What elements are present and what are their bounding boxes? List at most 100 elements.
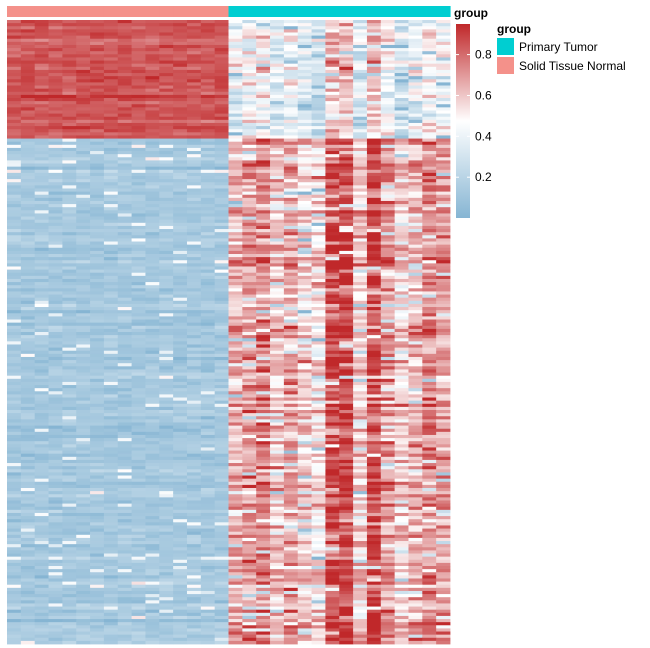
heatmap-cell: [408, 303, 423, 308]
heatmap-cell: [7, 73, 22, 77]
heatmap-cell: [159, 107, 174, 111]
heatmap-cell: [270, 20, 285, 24]
heatmap-cell: [256, 428, 271, 433]
heatmap-cell: [297, 344, 312, 348]
heatmap-cell: [408, 154, 423, 158]
heatmap-cell: [311, 107, 326, 111]
heatmap-cell: [228, 207, 243, 211]
heatmap-cell: [200, 459, 216, 464]
heatmap-cell: [422, 135, 437, 139]
heatmap-cell: [34, 119, 49, 124]
heatmap-cell: [20, 76, 36, 80]
heatmap-cell: [339, 232, 354, 236]
heatmap-cell: [76, 347, 91, 352]
heatmap-cell: [214, 113, 229, 118]
heatmap-cell: [76, 141, 91, 146]
heatmap-cell: [256, 76, 271, 80]
heatmap-cell: [7, 91, 22, 96]
heatmap-cell: [270, 29, 285, 33]
heatmap-cell: [283, 132, 299, 136]
heatmap-cell: [173, 325, 188, 330]
heatmap-cell: [62, 469, 77, 473]
heatmap-cell: [339, 438, 354, 442]
heatmap-cell: [297, 222, 312, 227]
heatmap-cell: [353, 403, 368, 408]
heatmap-cell: [62, 403, 77, 408]
heatmap-cell: [117, 194, 132, 199]
heatmap-cell: [380, 66, 396, 71]
heatmap-cell: [131, 73, 146, 77]
heatmap-cell: [117, 410, 132, 414]
heatmap-cell: [436, 219, 451, 224]
heatmap-cell: [242, 422, 257, 426]
heatmap-cell: [408, 48, 423, 52]
heatmap-cell: [145, 151, 160, 155]
heatmap-cell: [131, 466, 146, 470]
heatmap-cell: [214, 438, 229, 442]
heatmap-cell: [186, 129, 202, 133]
heatmap-cell: [339, 172, 354, 177]
heatmap-cell: [62, 478, 77, 483]
heatmap-cell: [422, 51, 437, 55]
heatmap-cell: [394, 303, 409, 308]
heatmap-cell: [242, 48, 257, 52]
heatmap-cell: [228, 344, 243, 348]
heatmap-cell: [408, 172, 423, 177]
heatmap-cell: [159, 98, 174, 102]
heatmap-cell: [325, 388, 340, 392]
heatmap-cell: [7, 182, 22, 186]
heatmap-cell: [20, 79, 36, 83]
heatmap-cell: [436, 294, 451, 299]
heatmap-cell: [34, 463, 49, 467]
heatmap-cell: [242, 425, 257, 430]
heatmap-cell: [353, 225, 368, 230]
heatmap-cell: [408, 478, 423, 483]
heatmap-cell: [20, 297, 36, 302]
heatmap-cell: [186, 66, 202, 71]
heatmap-cell: [34, 263, 49, 267]
heatmap-cell: [283, 23, 299, 27]
heatmap-cell: [159, 472, 174, 476]
heatmap-cell: [186, 266, 202, 270]
heatmap-cell: [7, 254, 22, 258]
heatmap-cell: [48, 129, 63, 133]
heatmap-cell: [90, 478, 105, 483]
heatmap-cell: [131, 425, 146, 430]
heatmap-cell: [186, 157, 202, 161]
heatmap-cell: [366, 57, 382, 61]
heatmap-cell: [297, 98, 312, 102]
heatmap-cell: [228, 82, 243, 86]
heatmap-cell: [380, 210, 396, 214]
heatmap-cell: [76, 44, 91, 49]
heatmap-cell: [145, 438, 160, 442]
heatmap-cell: [186, 472, 202, 476]
heatmap-cell: [103, 163, 119, 168]
heatmap-cell: [145, 463, 160, 467]
heatmap-cell: [408, 73, 423, 77]
heatmap-cell: [20, 54, 36, 58]
heatmap-cell: [173, 85, 188, 90]
heatmap-cell: [242, 172, 257, 177]
heatmap-cell: [200, 76, 216, 80]
heatmap-cell: [62, 360, 77, 364]
heatmap-cell: [103, 57, 119, 61]
heatmap-cell: [20, 272, 36, 277]
heatmap-cell: [131, 375, 146, 380]
heatmap-cell: [270, 428, 285, 433]
heatmap-cell: [90, 419, 105, 423]
heatmap-cell: [297, 238, 312, 242]
heatmap-cell: [394, 79, 409, 83]
heatmap-cell: [325, 122, 340, 127]
heatmap-cell: [62, 116, 77, 121]
heatmap-cell: [380, 297, 396, 302]
heatmap-cell: [353, 419, 368, 423]
heatmap-cell: [62, 332, 77, 336]
heatmap-cell: [20, 32, 36, 36]
heatmap-cell: [7, 484, 22, 489]
heatmap-cell: [90, 319, 105, 324]
heatmap-cell: [145, 313, 160, 317]
heatmap-cell: [339, 313, 354, 317]
heatmap-cell: [7, 29, 22, 33]
heatmap-cell: [394, 104, 409, 108]
heatmap-cell: [214, 328, 229, 333]
